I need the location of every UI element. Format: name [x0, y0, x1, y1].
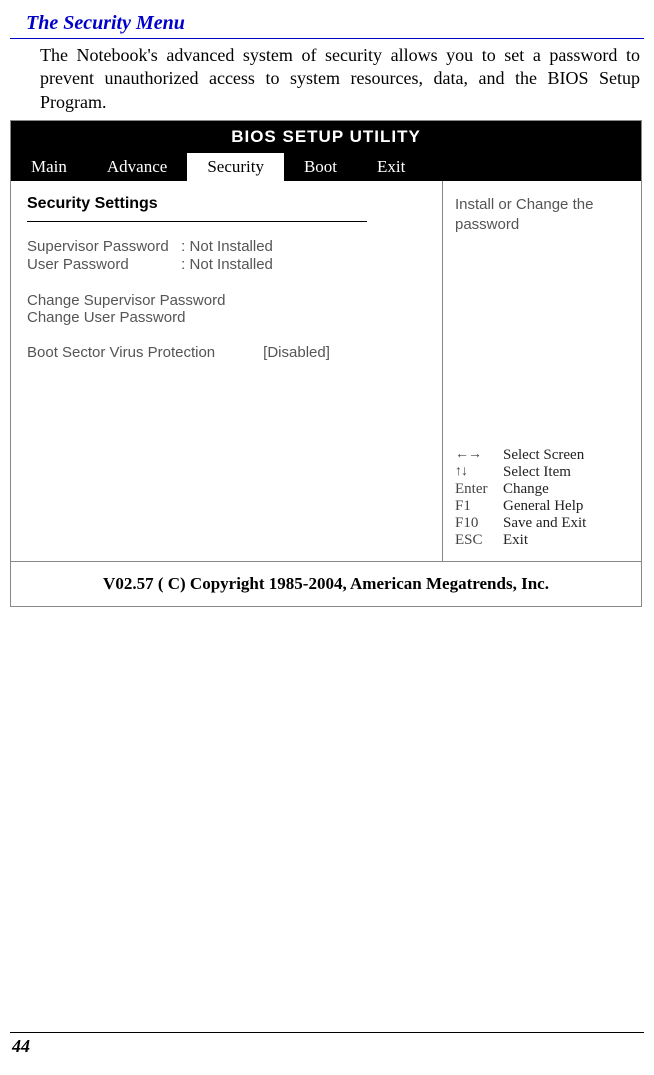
bios-left-panel: Security Settings Supervisor Password : … — [11, 181, 443, 561]
tab-exit[interactable]: Exit — [357, 153, 425, 181]
bsvp-label: Boot Sector Virus Protection — [27, 344, 259, 361]
user-password-row: User Password : Not Installed — [27, 256, 426, 273]
bios-title: BIOS SETUP UTILITY — [11, 121, 641, 153]
arrows-ud-icon: ↑↓ — [455, 464, 503, 481]
bios-footer: V02.57 ( C) Copyright 1985-2004, America… — [11, 561, 641, 606]
page-number: 44 — [10, 1036, 644, 1057]
key-row-ud: ↑↓ Select Item — [455, 464, 633, 481]
supervisor-password-value: Not Installed — [190, 238, 273, 255]
user-password-label: User Password — [27, 256, 177, 273]
tab-security[interactable]: Security — [187, 153, 284, 181]
help-text: Install or Change the password — [455, 195, 629, 234]
tab-advance[interactable]: Advance — [87, 153, 187, 181]
page-footer: 44 — [10, 1032, 644, 1057]
key-row-esc: ESC Exit — [455, 532, 633, 549]
supervisor-password-label: Supervisor Password — [27, 238, 177, 255]
change-supervisor-password[interactable]: Change Supervisor Password — [27, 292, 426, 309]
intro-paragraph: The Notebook's advanced system of securi… — [10, 44, 644, 114]
bios-tab-bar: Main Advance Security Boot Exit — [11, 153, 641, 181]
key-desc-change: Change — [503, 481, 549, 498]
supervisor-password-row: Supervisor Password : Not Installed — [27, 238, 426, 255]
key-help-block: ←→ Select Screen ↑↓ Select Item Enter Ch… — [455, 447, 633, 549]
key-desc-select-item: Select Item — [503, 464, 571, 481]
bios-body: Security Settings Supervisor Password : … — [11, 181, 641, 561]
key-esc: ESC — [455, 532, 503, 549]
key-row-f10: F10 Save and Exit — [455, 515, 633, 532]
key-desc-select-screen: Select Screen — [503, 447, 584, 464]
tab-boot[interactable]: Boot — [284, 153, 357, 181]
key-f1: F1 — [455, 498, 503, 515]
user-password-value: Not Installed — [190, 256, 273, 273]
key-enter: Enter — [455, 481, 503, 498]
key-desc-save: Save and Exit — [503, 515, 586, 532]
key-row-lr: ←→ Select Screen — [455, 447, 633, 464]
key-f10: F10 — [455, 515, 503, 532]
bsvp-value: [Disabled] — [263, 344, 330, 361]
security-settings-heading: Security Settings — [27, 195, 367, 222]
section-title: The Security Menu — [10, 12, 644, 39]
bios-screenshot: BIOS SETUP UTILITY Main Advance Security… — [10, 120, 642, 607]
key-desc-exit: Exit — [503, 532, 528, 549]
boot-sector-virus-row[interactable]: Boot Sector Virus Protection [Disabled] — [27, 344, 426, 361]
key-row-f1: F1 General Help — [455, 498, 633, 515]
bios-right-panel: Install or Change the password ←→ Select… — [443, 181, 641, 561]
arrows-lr-icon: ←→ — [455, 447, 503, 464]
key-desc-help: General Help — [503, 498, 583, 515]
key-row-enter: Enter Change — [455, 481, 633, 498]
change-user-password[interactable]: Change User Password — [27, 309, 426, 326]
tab-main[interactable]: Main — [11, 153, 87, 181]
